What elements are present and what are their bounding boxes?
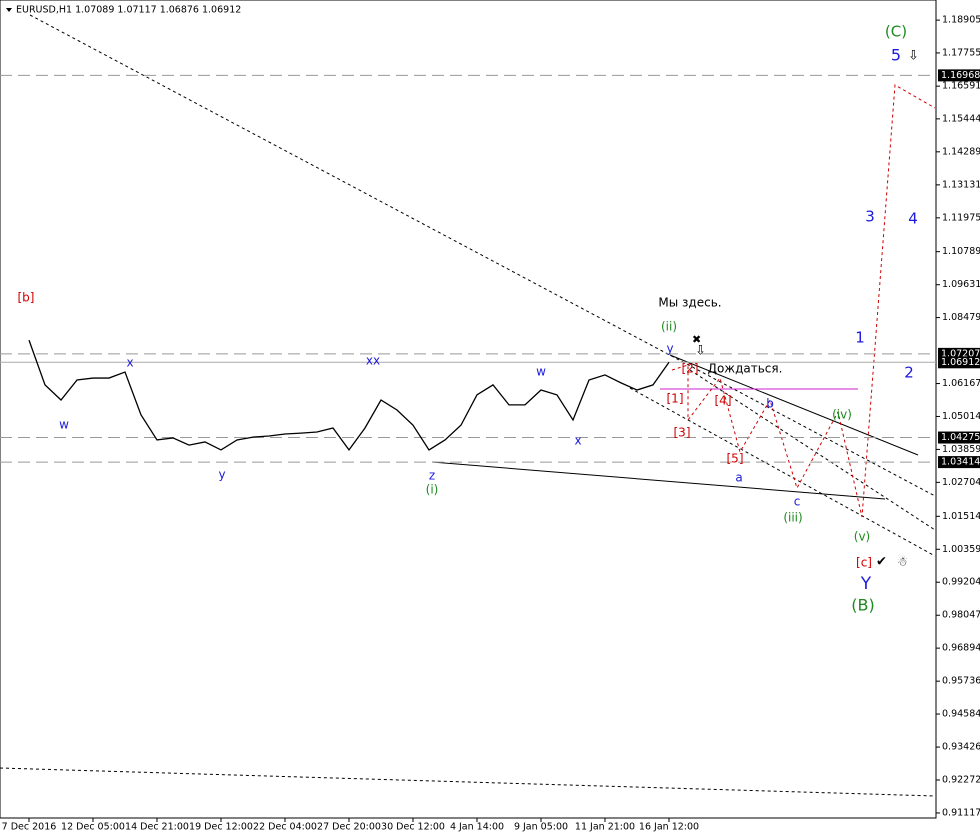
y-tick-label: 1.13131 [942, 179, 980, 190]
chart-title: EURUSD,H1 1.07089 1.07117 1.06876 1.0691… [16, 5, 241, 16]
channel-line [629, 387, 936, 557]
y-tick-label: 1.10789 [942, 246, 980, 257]
x-tick-label: 16 Jan 12:00 [639, 822, 699, 833]
x-tick-label: 14 Dec 21:00 [125, 822, 189, 833]
wave-label: 4 [908, 210, 918, 228]
wave-label: (iv) [832, 408, 852, 422]
wave-label: (B) [851, 596, 874, 615]
y-tick-label: 1.18905 [942, 15, 980, 26]
wave-label: x [574, 434, 581, 448]
wave-label: b [766, 397, 774, 411]
wave-label: (i) [426, 483, 439, 497]
wave-label: w [536, 365, 546, 379]
misc-icon: ☃ [897, 554, 908, 569]
x-tick-label: 30 Dec 12:00 [381, 822, 445, 833]
wave-label: (v) [854, 530, 870, 544]
wave-label: 5 [891, 46, 901, 65]
wave-label: 3 [865, 208, 875, 226]
wave-label: [2] [682, 362, 699, 376]
wave-label: c [794, 495, 801, 509]
wave-label: y [218, 468, 225, 482]
wave-label: [b] [18, 291, 35, 305]
cross-icon: ✖ [692, 333, 701, 346]
y-tick-label: 1.01514 [942, 511, 980, 522]
y-tick-label: 1.02704 [942, 477, 980, 488]
price-label: 1.06912 [941, 357, 980, 368]
price-line-series [28, 339, 670, 452]
level-label: 1.07207 [941, 348, 980, 359]
wave-label: y [666, 342, 673, 356]
y-tick-label: 1.11975 [942, 212, 980, 223]
wave-label: 2 [904, 364, 914, 382]
level-box [938, 431, 980, 444]
arrow-icon: ⇩ [695, 344, 706, 359]
wave-label: [c] [856, 556, 872, 570]
arrow-icon: ⇩ [908, 49, 919, 64]
wave-label: w [59, 418, 69, 432]
trend-line [29, 14, 936, 497]
y-tick-label: 0.92272 [942, 774, 980, 785]
level-label: 1.03414 [941, 457, 980, 468]
y-tick-label: 0.94584 [942, 709, 980, 720]
wave-label: Y [860, 574, 872, 594]
check-icon: ✔ [876, 555, 887, 570]
wave-label: (iii) [783, 511, 802, 525]
level-box [938, 456, 980, 469]
x-tick-label: 19 Dec 12:00 [189, 822, 253, 833]
y-tick-label: 1.05014 [942, 411, 980, 422]
wave-label: 1 [855, 329, 865, 347]
wave-label: Дождаться. [708, 362, 783, 376]
wave-projection [671, 84, 936, 518]
level-box [938, 69, 980, 82]
wave-label: z [429, 469, 435, 483]
y-tick-label: 1.09631 [942, 279, 980, 290]
price-box [938, 356, 980, 369]
wave-label: [3] [674, 426, 691, 440]
x-tick-label: 27 Dec 20:00 [317, 822, 381, 833]
y-tick-label: 1.00359 [942, 544, 980, 555]
plot-frame [0, 0, 937, 819]
wave-label: (C) [885, 23, 907, 41]
x-tick-label: 12 Dec 05:00 [61, 822, 125, 833]
x-tick-label: 22 Dec 04:00 [253, 822, 317, 833]
y-tick-label: 1.03859 [942, 444, 980, 455]
level-label: 1.16968 [941, 70, 980, 81]
wave-label: [1] [667, 392, 684, 406]
channel-line [689, 369, 936, 531]
wave-label: xx [366, 354, 380, 368]
wave-label: [4] [715, 394, 732, 408]
wave-label: (ii) [661, 320, 677, 334]
trend-line [669, 354, 919, 456]
y-tick-label: 0.91117 [942, 807, 980, 818]
wave-label: x [126, 356, 133, 370]
x-tick-label: 7 Dec 2016 [2, 822, 57, 833]
y-tick-label: 1.08479 [942, 312, 980, 323]
y-tick-label: 1.15444 [942, 113, 980, 124]
level-label: 1.04275 [941, 432, 980, 443]
trend-line [431, 461, 886, 500]
y-tick-label: 0.93426 [942, 742, 980, 753]
y-tick-label: 0.95736 [942, 676, 980, 687]
y-tick-label: 1.16591 [942, 81, 980, 92]
x-tick-label: 9 Jan 05:00 [514, 822, 568, 833]
wave-label: a [735, 471, 742, 485]
menu-arrow[interactable] [6, 8, 12, 12]
y-tick-label: 1.17755 [942, 47, 980, 58]
y-tick-label: 0.98047 [942, 610, 980, 621]
y-tick-label: 0.96894 [942, 643, 980, 654]
y-tick-label: 1.14289 [942, 146, 980, 157]
y-tick-label: 0.99204 [942, 577, 980, 588]
wave-label: [5] [727, 452, 744, 466]
x-tick-label: 11 Jan 21:00 [575, 822, 635, 833]
x-tick-label: 4 Jan 14:00 [450, 822, 504, 833]
wave-label: Мы здесь. [658, 296, 721, 310]
y-tick-label: 1.06167 [942, 378, 980, 389]
